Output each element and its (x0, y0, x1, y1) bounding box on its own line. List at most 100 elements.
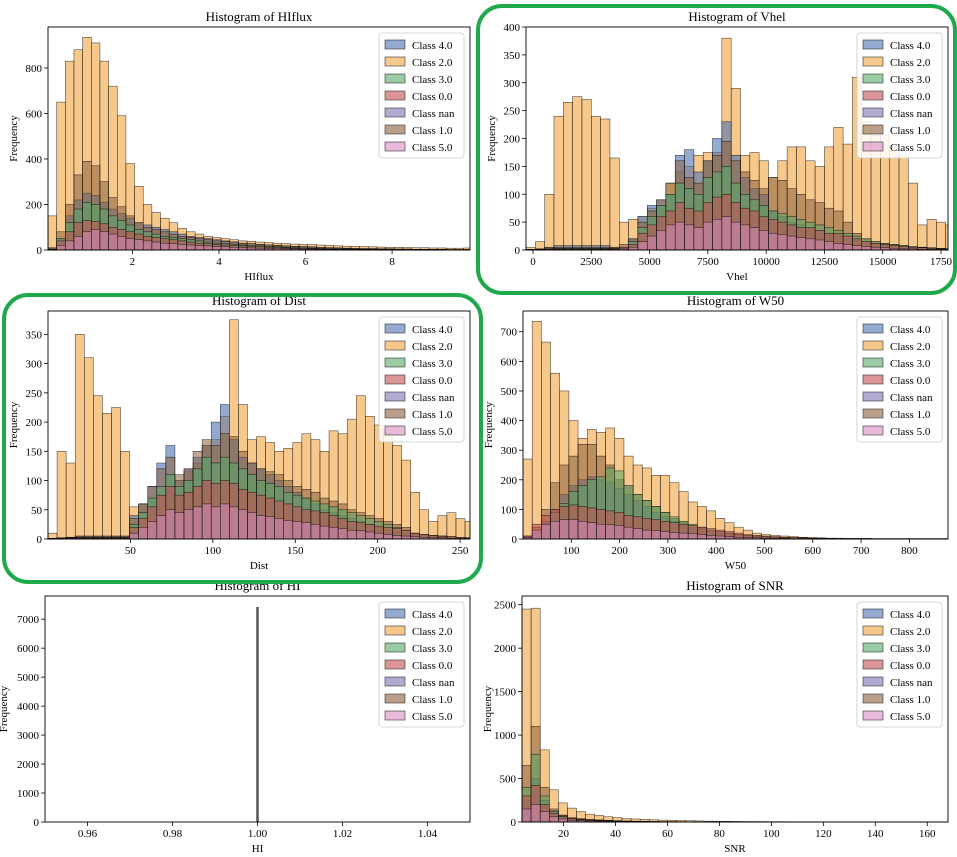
ytick-label-vhel: 250 (504, 106, 521, 118)
legend-swatch (384, 676, 406, 687)
bar-dist-Class-2-0-6 (102, 413, 112, 540)
legend-label: Class 4.0 (412, 40, 453, 52)
bar-dist-Class-5-0-16 (192, 506, 203, 540)
bar-dist-Class-5-0-28 (301, 522, 312, 540)
bar-vhel-Class-2-0-4 (563, 102, 573, 251)
bar-dist-Class-5-0-10 (138, 527, 148, 540)
legend-swatch (384, 391, 406, 402)
legend-label: Class 4.0 (890, 324, 931, 336)
bar-vhel-Class-5-0-29 (796, 237, 807, 251)
bar-vhel-Class-5-0-33 (833, 243, 844, 251)
legend-label: Class 4.0 (412, 609, 453, 621)
legend-label: Class nan (412, 677, 455, 689)
bar-hiflux-Class-5-0-16 (186, 244, 196, 251)
legend-swatch (384, 408, 406, 419)
legend-label: Class 3.0 (412, 643, 453, 655)
bar-vhel-Class-5-0-32 (824, 241, 835, 251)
bar-hiflux-Class-2-0-0 (47, 215, 57, 251)
chart-title-hi: Histogram of HI (215, 578, 301, 593)
legend-label: Class 0.0 (412, 660, 453, 672)
bar-w50-Class-5-0-20 (706, 535, 716, 540)
bar-hiflux-Class-5-0-18 (203, 245, 213, 251)
bar-w50-Class-5-0-11 (623, 526, 634, 540)
legend-swatch (862, 141, 884, 152)
legend-label: Class 1.0 (412, 409, 453, 421)
ytick-label-dist: 200 (26, 417, 43, 429)
bar-dist-Class-5-0-36 (374, 532, 384, 540)
bar-snr-Class-5-0-2 (539, 811, 550, 823)
bar-dist-Class-2-0-5 (93, 395, 103, 540)
bar-vhel-Class-5-0-24 (749, 227, 760, 251)
y-axis-label-hi: Frequency (0, 685, 10, 732)
bar-vhel-Class-5-0-18 (693, 227, 704, 251)
legend-swatch (384, 357, 406, 368)
bar-w50-Class-5-0-10 (614, 525, 625, 540)
bar-dist-Class-5-0-21 (238, 509, 248, 540)
legend-swatch (862, 391, 884, 402)
xtick-label-hi: 1.00 (248, 828, 268, 840)
chart-hi: 0.96 0.98 1.00 1.02 1.04 0 1000 2000 3000 4000 500… (0, 578, 471, 855)
xtick-label-dist: 250 (452, 545, 469, 557)
bar-dist-Class-5-0-37 (383, 534, 393, 540)
xtick-label-snr: 60 (662, 828, 674, 840)
legend-swatch (384, 374, 406, 385)
legend-swatch (862, 323, 884, 334)
ytick-label-hi: 7000 (17, 614, 40, 626)
ytick-label-hiflux: 200 (26, 199, 43, 211)
ytick-label-hi: 0 (34, 817, 40, 829)
bar-dist-Class-2-0-8 (120, 451, 130, 540)
bar-dist-Class-5-0-13 (165, 509, 176, 540)
bar-w50-Class-5-0-9 (605, 524, 616, 540)
xtick-label-vhel: 7500 (697, 256, 720, 268)
bar-dist-Class-5-0-30 (319, 525, 330, 540)
ytick-label-w50: 400 (501, 416, 518, 428)
legend-hi: Class 4.0 Class 2.0 Class 3.0 Class 0.0 Clas… (378, 601, 465, 728)
bar-hiflux-Class-2-0-1 (56, 101, 66, 251)
chart-title-vhel: Histogram of Vhel (688, 9, 786, 24)
legend-swatch (862, 608, 884, 619)
xtick-label-dist: 50 (125, 545, 137, 557)
ytick-label-vhel: 400 (504, 22, 521, 34)
ytick-label-hi: 5000 (17, 672, 40, 684)
bar-hiflux-Class-5-0-13 (160, 242, 170, 251)
axes-frame-dist (47, 310, 471, 540)
bar-vhel-Class-2-0-5 (572, 96, 583, 251)
y-axis-label-vhel: Frequency (486, 115, 498, 162)
bar-snr-Class-5-0-3 (549, 816, 559, 823)
xtick-label-vhel: 1750 (930, 256, 953, 268)
bar-dist-Class-5-0-19 (220, 503, 230, 540)
legend-swatch (862, 693, 884, 704)
bar-vhel-Class-5-0-36 (861, 246, 872, 251)
ytick-label-vhel: 300 (504, 78, 521, 90)
chart-snr: 20 40 60 80 100 120 140 160 0 500 1000 1500 2000 2500… (482, 578, 949, 855)
legend-label: Class 1.0 (890, 125, 931, 137)
ytick-label-snr: 1000 (494, 730, 517, 742)
bars-vhel (525, 37, 949, 251)
bar-dist-Class-2-0-0 (47, 532, 58, 540)
bars-w50 (522, 321, 949, 540)
legend-swatch (384, 323, 406, 334)
ytick-label-snr: 2000 (494, 643, 517, 655)
legend-label: Class 2.0 (412, 341, 453, 353)
x-axis-label-snr: SNR (724, 843, 746, 855)
bar-hiflux-Class-5-0-17 (194, 245, 205, 251)
xtick-label-w50: 700 (853, 545, 870, 557)
bar-dist-Class-5-0-32 (337, 528, 348, 540)
legend-label: Class 0.0 (890, 660, 931, 672)
bars-dist (47, 319, 471, 540)
ytick-label-snr: 2500 (494, 600, 517, 612)
legend-label: Class 5.0 (890, 142, 931, 154)
bars-hi (256, 607, 259, 823)
bar-dist-Class-5-0-29 (310, 524, 321, 540)
legend-swatch (862, 357, 884, 368)
xtick-label-hi: 1.02 (333, 828, 352, 840)
y-axis-label-dist: Frequency (8, 401, 20, 448)
bar-dist-Class-2-0-43 (437, 515, 448, 540)
ytick-label-hi: 1000 (17, 788, 40, 800)
bar-hiflux-Class-5-0-10 (134, 239, 144, 251)
bar-vhel-Class-2-0-39 (889, 146, 900, 251)
xtick-label-hiflux: 4 (216, 256, 222, 268)
bar-vhel-Class-5-0-31 (814, 239, 825, 251)
chart-title-w50: Histogram of W50 (687, 293, 784, 308)
legend-swatch (384, 107, 406, 118)
